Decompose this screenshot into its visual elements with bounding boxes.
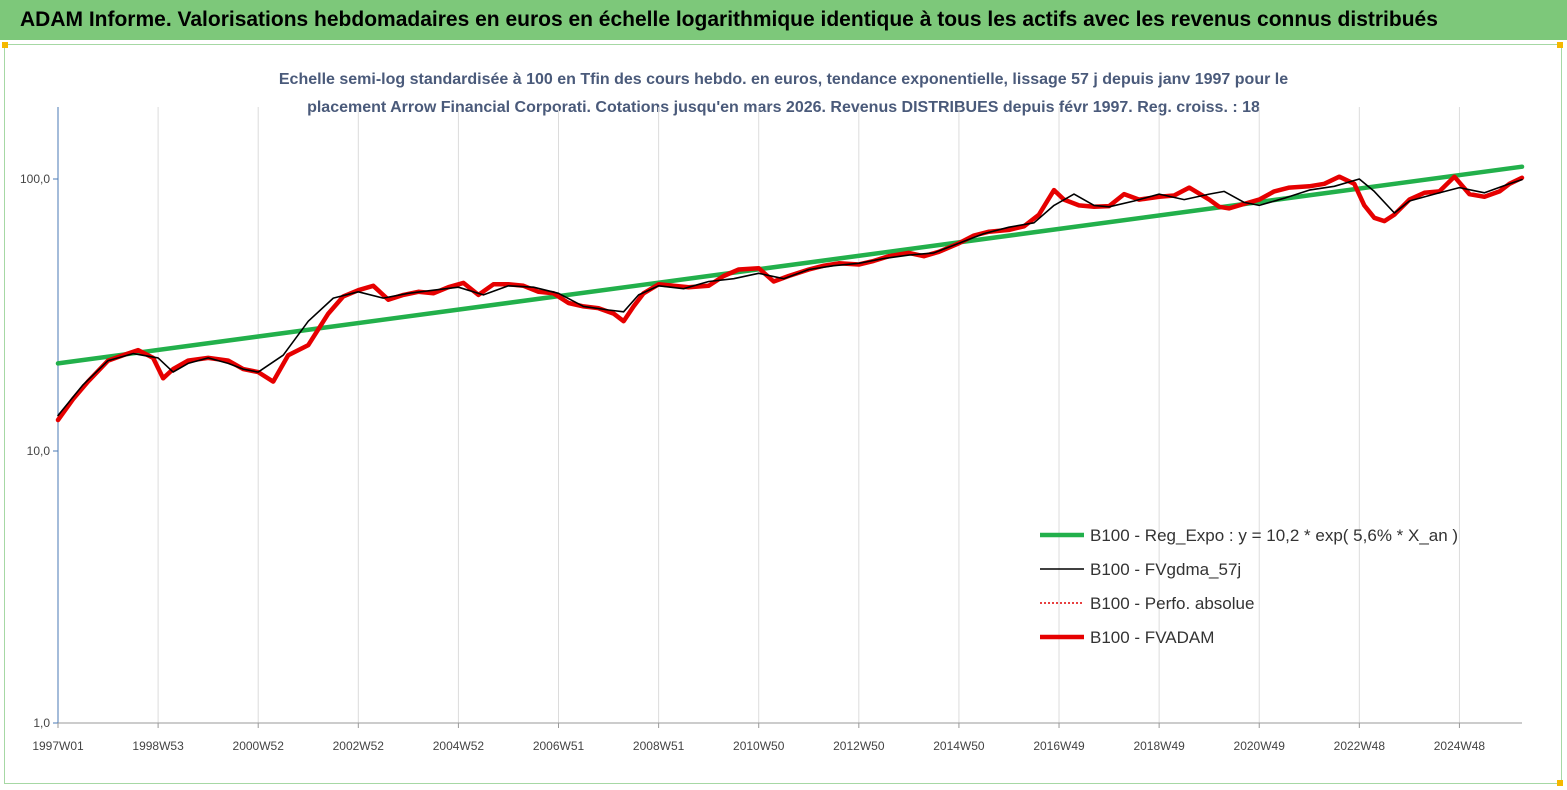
y-tick-label: 100,0 xyxy=(20,172,50,186)
x-tick-label: 2000W52 xyxy=(233,739,285,753)
legend-entry: B100 - Perfo. absolue xyxy=(1090,594,1254,613)
chart-title-line-1: Echelle semi-log standardisée à 100 en T… xyxy=(278,71,1289,88)
y-tick-label: 1,0 xyxy=(33,716,50,730)
x-tick-label: 2018W49 xyxy=(1133,739,1185,753)
x-tick-label: 2016W49 xyxy=(1033,739,1085,753)
chart-title: Echelle semi-log standardisée à 100 en T… xyxy=(0,66,1567,122)
legend-entry: B100 - FVADAM xyxy=(1090,628,1214,647)
x-tick-label: 1998W53 xyxy=(132,739,184,753)
legend-entry: B100 - FVgdma_57j xyxy=(1090,560,1241,579)
chart-frame xyxy=(4,44,1562,784)
x-tick-label: 2012W50 xyxy=(833,739,885,753)
x-tick-label: 2024W48 xyxy=(1434,739,1486,753)
series-line-b100-fvgdma-57j xyxy=(57,178,1523,417)
x-tick-label: 1997W01 xyxy=(32,739,84,753)
x-tick-label: 2022W48 xyxy=(1334,739,1386,753)
x-tick-label: 2002W52 xyxy=(333,739,385,753)
frame-corner-top-right xyxy=(1557,42,1563,48)
x-tick-label: 2006W51 xyxy=(533,739,585,753)
legend-entry: B100 - Reg_Expo : y = 10,2 * exp( 5,6% *… xyxy=(1090,526,1458,545)
frame-corner-bottom-right xyxy=(1557,780,1563,786)
y-tick-label: 10,0 xyxy=(27,444,51,458)
chart-title-line-2: placement Arrow Financial Corporati. Cot… xyxy=(307,99,1260,116)
x-tick-label: 2008W51 xyxy=(633,739,685,753)
x-tick-label: 2010W50 xyxy=(733,739,785,753)
legend: B100 - Reg_Expo : y = 10,2 * exp( 5,6% *… xyxy=(1040,526,1458,647)
series-line-b100-reg-expo-y-10-2-exp-5-6-x-an xyxy=(55,164,1525,366)
series-line-b100-fvadam xyxy=(55,174,1525,423)
x-tick-label: 2014W50 xyxy=(933,739,985,753)
header-banner: ADAM Informe. Valorisations hebdomadaire… xyxy=(0,0,1567,40)
page-title: ADAM Informe. Valorisations hebdomadaire… xyxy=(20,8,1438,31)
frame-corner-top-left xyxy=(2,42,8,48)
x-tick-label: 2004W52 xyxy=(433,739,485,753)
x-tick-label: 2020W49 xyxy=(1234,739,1286,753)
